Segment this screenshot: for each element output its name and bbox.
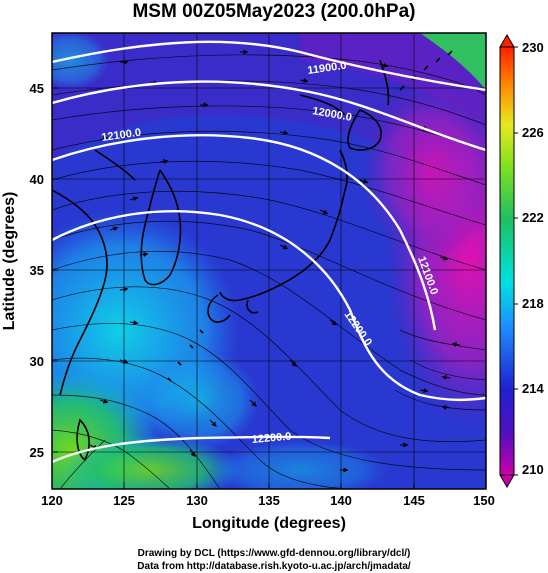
drawing-credit: Drawing by DCL (https://www.gfd-dennou.o…: [137, 548, 411, 559]
colorbar-tick-label: 230: [522, 40, 544, 55]
data-credit: Data from http://database.rish.kyoto-u.a…: [137, 561, 411, 572]
colorbar-scale: [499, 46, 515, 476]
y-tick-label: 25: [30, 445, 44, 460]
colorbar-tick-label: 210: [522, 462, 544, 477]
field-background: 11900.0 12000.0 12100.0 12100.0 12200.0 …: [52, 33, 486, 489]
colorbar-tick-label: 222: [522, 210, 544, 225]
colorbar-tick-label: 218: [522, 296, 544, 311]
x-tick-label: 140: [330, 493, 352, 508]
contour-label-0: 11900.0: [307, 60, 347, 77]
height-contours: [52, 40, 486, 464]
colorbar-bottom-arrow: [499, 474, 515, 488]
colorbar-tick-label: 214: [522, 381, 544, 396]
x-tick-label: 135: [258, 493, 280, 508]
colorbar-top-arrow: [499, 34, 515, 48]
x-tick-label: 125: [113, 493, 135, 508]
x-tick-label: 150: [473, 493, 495, 508]
colorbar-tick-label: 226: [522, 125, 544, 140]
colorbar: 210 214 218 222 226 230: [499, 34, 544, 488]
axis-ticks: [51, 87, 487, 489]
x-axis-title: Longitude (degrees): [192, 515, 346, 532]
grid-lines: [52, 33, 486, 489]
y-axis-title: Latitude (degrees): [1, 192, 18, 331]
y-tick-label: 45: [30, 81, 44, 96]
x-tick-label: 130: [186, 493, 208, 508]
x-tick-label: 120: [41, 493, 63, 508]
coastlines: [52, 50, 453, 462]
y-tick-label: 30: [30, 354, 44, 369]
contour-label-2: 12100.0: [101, 127, 142, 144]
chart-title: MSM 00Z05May2023 (200.0hPa): [132, 1, 416, 22]
x-tick-labels: 120 125 130 135 140 145 150: [41, 493, 495, 508]
y-tick-label: 40: [30, 172, 44, 187]
x-tick-label: 145: [403, 493, 425, 508]
y-tick-label: 35: [30, 263, 44, 278]
contour-label-5: 12200.0: [251, 431, 292, 446]
y-tick-labels: 25 30 35 40 45: [30, 81, 44, 460]
